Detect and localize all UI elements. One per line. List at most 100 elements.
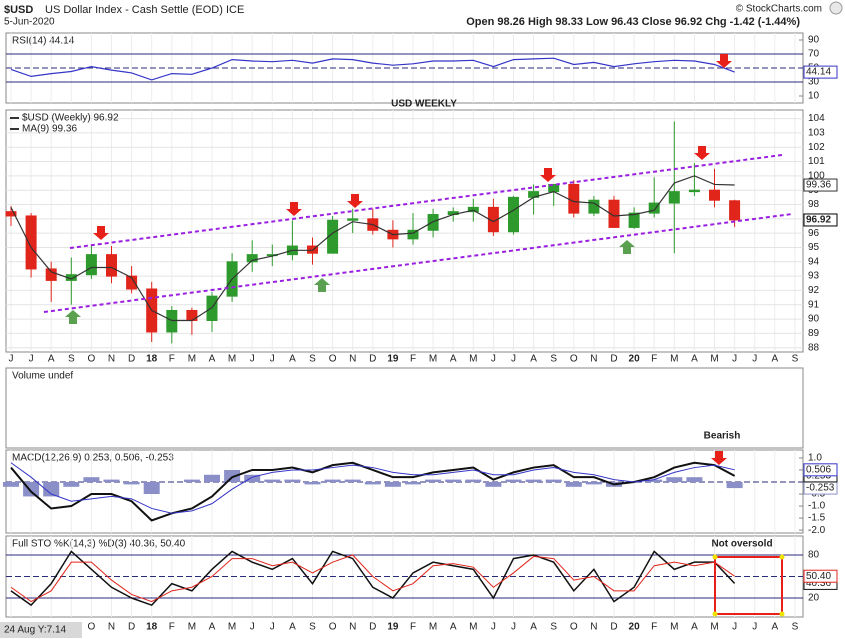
x-tick-label: D: [128, 354, 135, 365]
candle-body: [427, 214, 439, 231]
series-line: [10, 461, 736, 522]
candle-body: [246, 254, 258, 263]
candle-body: [5, 211, 17, 217]
histogram-bar: [465, 479, 482, 482]
candle-body: [608, 199, 620, 228]
histogram-bar: [425, 479, 442, 482]
x-tick-label: J: [270, 354, 275, 365]
histogram-bar: [63, 481, 80, 487]
histogram-bar: [505, 479, 522, 482]
candle-body: [729, 200, 741, 221]
value-tag: [803, 213, 838, 227]
y-tick-label: 103: [808, 128, 825, 139]
series-line: [10, 462, 735, 514]
x-tick-label: M: [228, 354, 236, 365]
histogram-bar: [83, 477, 100, 482]
x-tick-label: D: [369, 354, 376, 365]
annotation: USD WEEKLY: [391, 99, 457, 110]
arrow-down: [540, 168, 556, 182]
x-tick-label: F: [651, 354, 657, 365]
box-corner: [712, 611, 718, 617]
panel-title: MACD(12,26,9) 0.253, 0.506, -0.253: [12, 453, 174, 464]
x-tick-label: A: [209, 354, 216, 365]
candle-body: [85, 254, 97, 276]
annotation: Bearish: [704, 431, 741, 442]
settings-icon[interactable]: [829, 1, 843, 15]
x-tick-label: A: [691, 622, 698, 633]
box-corner: [779, 611, 785, 617]
x-tick-label: O: [329, 622, 337, 633]
x-tick-label: S: [550, 354, 557, 365]
x-tick-label: A: [48, 354, 55, 365]
box-corner: [712, 554, 718, 560]
y-tick-label: 89: [808, 328, 820, 339]
candle-body: [126, 275, 138, 290]
y-tick-label: -1.0: [808, 501, 826, 512]
candle-body: [568, 183, 580, 214]
y-tick-label: 93: [808, 271, 820, 282]
panel-title: Full STO %K(14,3) %D(3) 40.36, 50.40: [12, 539, 186, 550]
y-tick-label: 20: [808, 593, 820, 604]
histogram-bar: [726, 481, 743, 489]
y-tick-label: 90: [808, 35, 820, 46]
x-tick-label: A: [450, 354, 457, 365]
y-tick-label: 10: [808, 91, 820, 102]
x-tick-label: M: [670, 622, 678, 633]
panel-title: RSI(14) 44.14: [12, 36, 75, 47]
x-tick-label: F: [410, 354, 416, 365]
x-tick-label: J: [511, 622, 516, 633]
histogram-bar: [43, 481, 60, 497]
candle-body: [487, 206, 499, 233]
x-tick-label: F: [651, 622, 657, 633]
x-tick-label: O: [570, 622, 578, 633]
footer-box: [0, 622, 82, 638]
value-tag: [803, 65, 838, 79]
histogram-bar: [183, 479, 200, 482]
x-tick-label: J: [250, 622, 255, 633]
x-tick-label: M: [188, 354, 196, 365]
panel-frame: [5, 109, 804, 353]
x-tick-label: M: [429, 354, 437, 365]
x-tick-label: A: [530, 354, 537, 365]
x-tick-label: M: [710, 622, 718, 633]
value-tag-label: 44.14: [806, 67, 831, 78]
series-line: [10, 554, 735, 603]
candle-body: [166, 309, 178, 333]
x-tick-label: F: [169, 622, 175, 633]
panel-title: Volume undef: [12, 371, 73, 382]
x-tick-label: O: [329, 354, 337, 365]
y-tick-label: 70: [808, 49, 820, 60]
x-tick-label: S: [68, 354, 75, 365]
x-tick-label: N: [590, 622, 597, 633]
y-tick-label: 102: [808, 142, 825, 153]
x-tick-label: J: [491, 622, 496, 633]
candle-body: [688, 189, 700, 193]
arrow-up: [314, 278, 330, 292]
y-tick-label: 30: [808, 77, 820, 88]
histogram-bar: [445, 479, 462, 482]
x-tick-label: A: [771, 622, 778, 633]
value-tag-label: 99.36: [806, 180, 831, 191]
y-tick-label: 92: [808, 285, 820, 296]
candle-body: [407, 229, 419, 240]
x-tick-label: D: [610, 354, 617, 365]
x-tick-label: A: [289, 622, 296, 633]
arrow-down: [716, 54, 732, 68]
value-tag: [803, 463, 838, 477]
x-tick-label: M: [670, 354, 678, 365]
series-line: [10, 550, 736, 607]
x-tick-label: M: [429, 622, 437, 633]
histogram-bar: [485, 481, 502, 487]
x-tick-label: N: [108, 622, 115, 633]
candle-body: [25, 215, 37, 270]
x-tick-label: A: [771, 354, 778, 365]
value-tag: [803, 178, 838, 192]
x-tick-label: 20: [629, 622, 641, 633]
y-tick-label: 1.0: [808, 453, 822, 464]
histogram-bar: [545, 479, 562, 482]
x-tick-label: M: [188, 622, 196, 633]
legend-entry: MA(9) 99.36: [22, 124, 77, 135]
x-tick-label: M: [469, 354, 477, 365]
arrow-down: [347, 194, 363, 208]
x-tick-label: A: [450, 622, 457, 633]
